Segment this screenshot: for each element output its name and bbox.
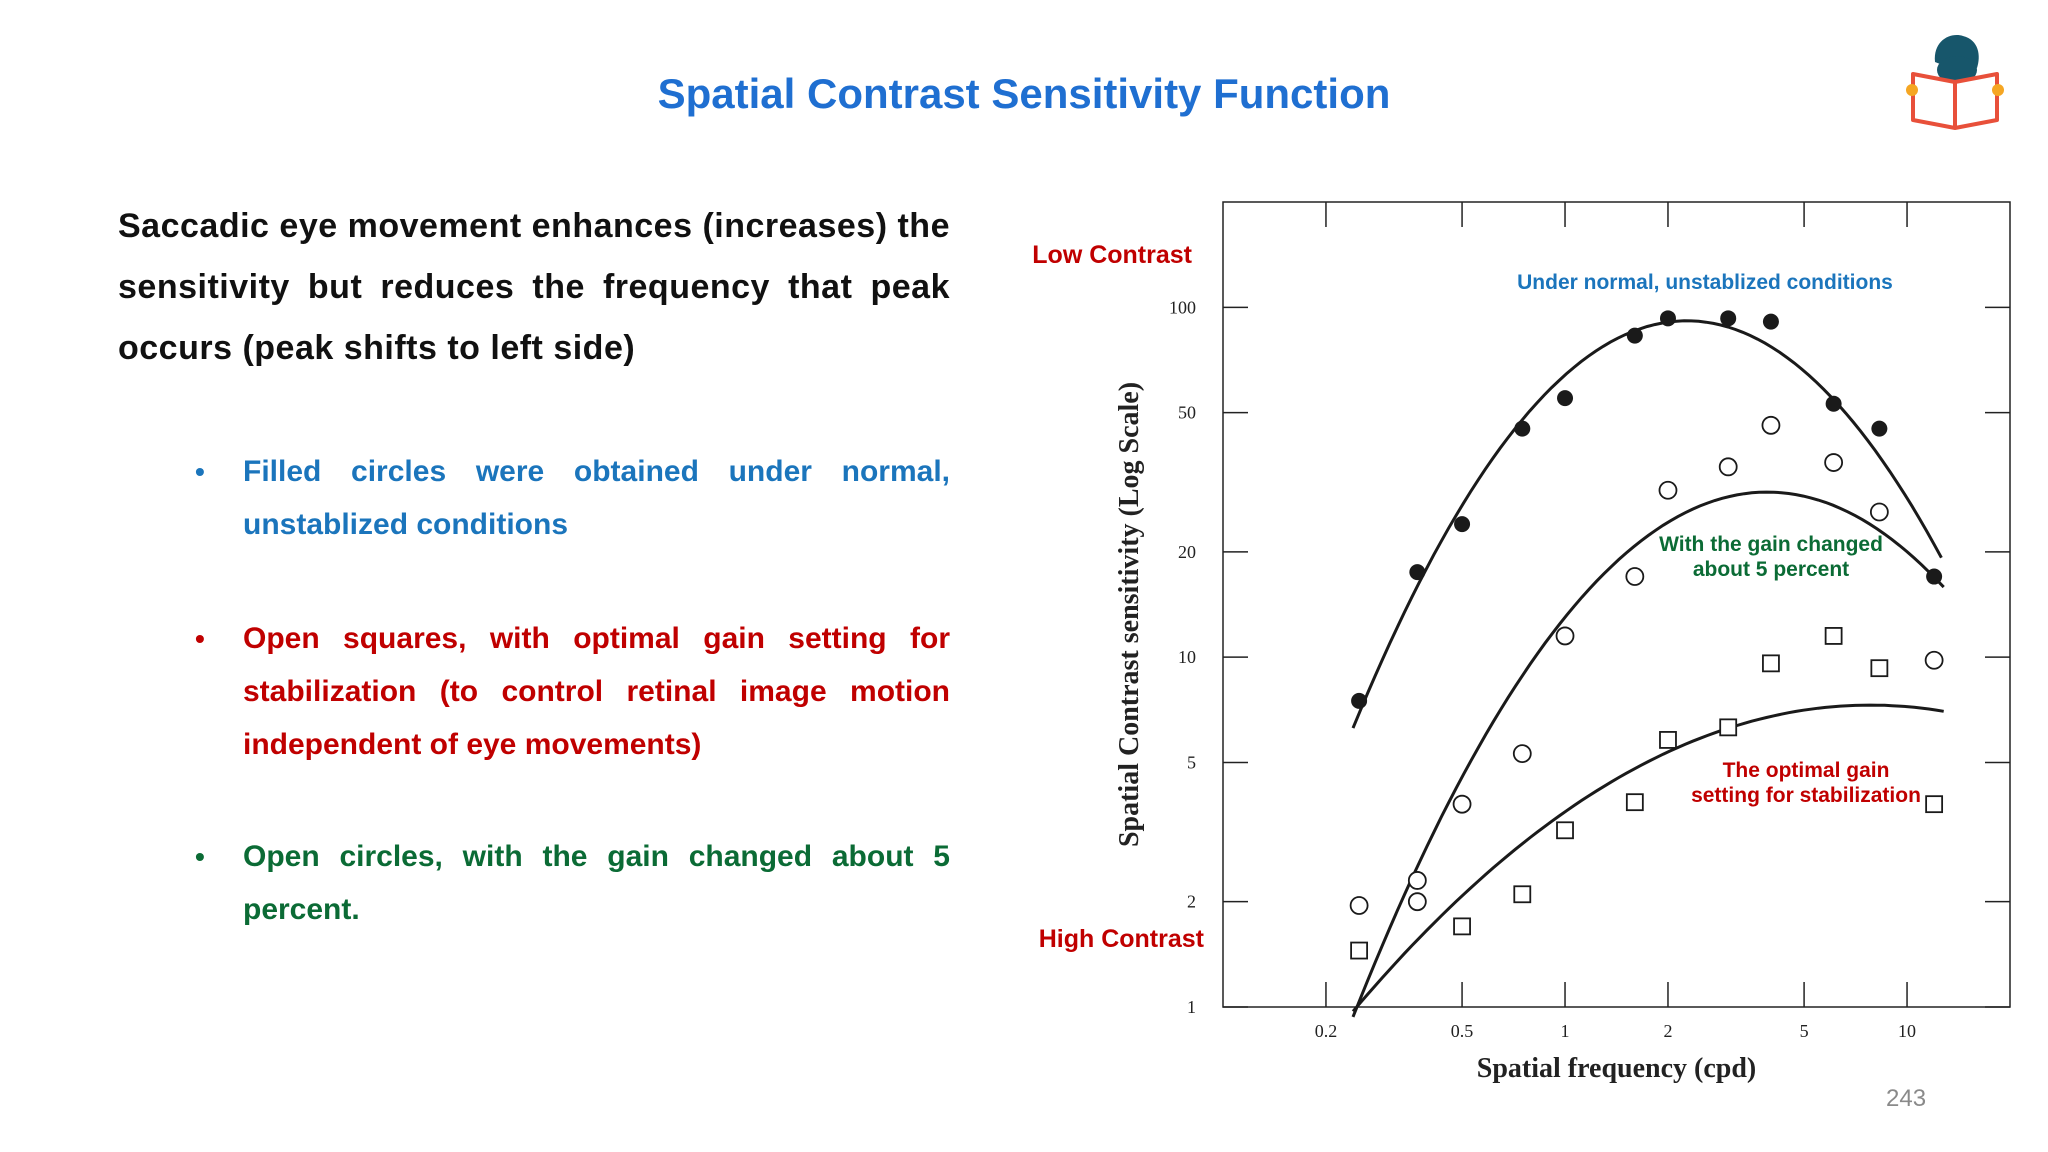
bullet-open-squares: • Open squares, with optimal gain settin… bbox=[195, 612, 950, 771]
filled-circle-point bbox=[1409, 564, 1426, 581]
bullet-text: Filled circles were obtained under norma… bbox=[243, 455, 950, 541]
open-circle-point bbox=[1824, 453, 1844, 472]
open-square-point bbox=[1659, 731, 1677, 749]
open-circle-point bbox=[1555, 626, 1575, 646]
bullet-marker: • bbox=[195, 841, 205, 872]
filled-circle-point bbox=[1626, 327, 1643, 344]
x-tick-label: 5 bbox=[1800, 1021, 1809, 1041]
open-square-point bbox=[1556, 821, 1574, 840]
filled-circle-point bbox=[1659, 310, 1676, 327]
bullet-marker: • bbox=[195, 456, 205, 487]
high-contrast-annotation: High Contrast bbox=[1039, 925, 1205, 953]
open-square-point bbox=[1625, 793, 1644, 812]
x-tick-label: 10 bbox=[1898, 1021, 1916, 1041]
y-tick-label: 100 bbox=[1169, 297, 1196, 317]
open-square-point bbox=[1453, 917, 1471, 936]
y-tick-label: 5 bbox=[1187, 752, 1196, 772]
series-label-2: about 5 percent bbox=[1693, 558, 1849, 581]
slide-title: Spatial Contrast Sensitivity Function bbox=[657, 70, 1391, 117]
series-curve-1 bbox=[1351, 319, 1943, 729]
reading-person-icon bbox=[1906, 35, 2004, 130]
open-circle-point bbox=[1349, 896, 1369, 915]
x-axis-label: Spatial frequency (cpd) bbox=[1477, 1053, 1757, 1084]
page-number: 243 bbox=[1886, 1085, 1927, 1112]
contrast-sensitivity-chart: 1 2 5 10 20 50 100 0.2 0.5 1 2 5 10 Spatial frequency… bbox=[1032, 201, 2011, 1084]
lead-paragraph: Saccadic eye movement enhances (increase… bbox=[118, 207, 950, 367]
open-square-point bbox=[1824, 627, 1843, 645]
open-circle-point bbox=[1761, 415, 1781, 435]
filled-circle-point bbox=[1926, 568, 1943, 585]
y-tick-label: 20 bbox=[1178, 542, 1196, 562]
filled-circle-point bbox=[1871, 420, 1888, 437]
y-tick-label: 2 bbox=[1187, 892, 1196, 912]
open-square-point bbox=[1870, 659, 1889, 678]
open-square-point bbox=[1925, 795, 1944, 814]
filled-circle-point bbox=[1514, 420, 1531, 437]
bullet-open-circles: • Open circles, with the gain changed ab… bbox=[195, 830, 950, 936]
low-contrast-annotation: Low Contrast bbox=[1032, 241, 1192, 269]
series-curve-3 bbox=[1351, 703, 1944, 1013]
open-square-point bbox=[1762, 654, 1780, 673]
bullet-filled-circles: • Filled circles were obtained under nor… bbox=[195, 445, 950, 551]
x-tick-label: 1 bbox=[1561, 1021, 1570, 1041]
open-circle-point bbox=[1718, 457, 1738, 477]
open-circle-point bbox=[1658, 480, 1678, 500]
filled-circle-point bbox=[1825, 395, 1842, 412]
x-tick-label: 0.2 bbox=[1315, 1021, 1338, 1041]
filled-circle-point bbox=[1762, 313, 1779, 330]
open-circle-point bbox=[1869, 502, 1889, 522]
open-square-point bbox=[1513, 885, 1532, 904]
open-circle-point bbox=[1625, 567, 1645, 586]
y-tick-label: 1 bbox=[1187, 997, 1196, 1017]
filled-circle-point bbox=[1720, 310, 1737, 327]
bullet-text: Open squares, with optimal gain setting … bbox=[243, 622, 950, 761]
open-circle-point bbox=[1407, 871, 1427, 890]
filled-circle-point bbox=[1557, 390, 1574, 407]
filled-circle-point bbox=[1351, 692, 1368, 709]
y-tick-label: 10 bbox=[1178, 647, 1196, 667]
open-square-point bbox=[1350, 941, 1369, 960]
series-label-2: With the gain changed bbox=[1659, 533, 1883, 556]
series-label-3: setting for stabilization bbox=[1691, 784, 1921, 807]
bullet-text: Open circles, with the gain changed abou… bbox=[243, 840, 950, 926]
series-curve-2 bbox=[1351, 490, 1945, 1018]
filled-circle-point bbox=[1454, 516, 1471, 533]
plot-frame bbox=[1222, 201, 2011, 1008]
series-label-1: Under normal, unstablized conditions bbox=[1517, 271, 1893, 294]
y-axis-label: Spatial Contrast sensitivity (Log Scale) bbox=[1114, 382, 1145, 847]
open-circle-point bbox=[1452, 794, 1472, 814]
x-tick-label: 0.5 bbox=[1451, 1021, 1474, 1041]
series-label-3: The optimal gain bbox=[1723, 759, 1890, 782]
bullet-marker: • bbox=[195, 623, 205, 654]
open-circle-point bbox=[1512, 744, 1532, 764]
x-tick-label: 2 bbox=[1663, 1021, 1672, 1041]
open-circle-point bbox=[1407, 892, 1427, 912]
open-circle-point bbox=[1924, 650, 1944, 670]
open-square-point bbox=[1719, 718, 1738, 737]
y-tick-label: 50 bbox=[1178, 403, 1196, 423]
